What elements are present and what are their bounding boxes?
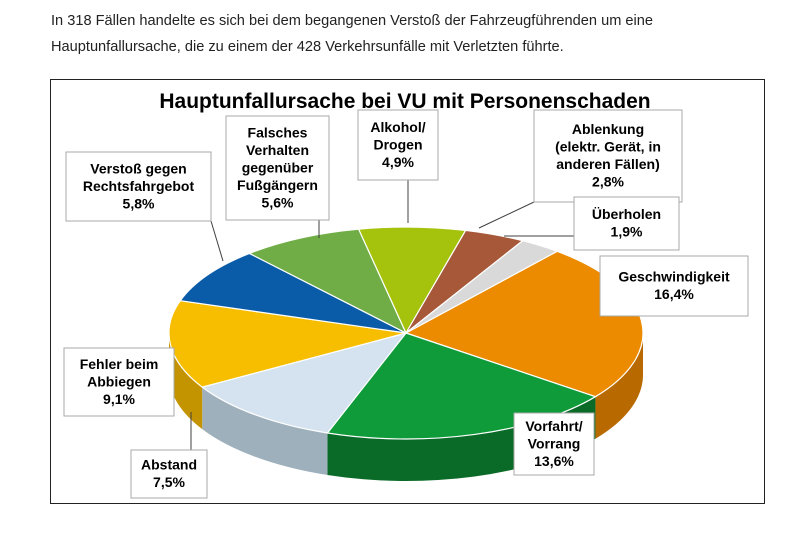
slice-geschwindigkeit <box>404 250 644 398</box>
slice-abstand <box>200 331 408 434</box>
label-box-u-berholen <box>573 196 680 251</box>
category-label-falsches-verhalten-gegenu-ber-fu-ga-ngern: gegenüber <box>242 159 314 175</box>
side-abstand <box>202 387 328 476</box>
value-label-alkohol-drogen: 4,9% <box>382 154 414 170</box>
value-label-fehler-beim-abbiegen: 9,1% <box>103 391 135 407</box>
value-label-ablenkung-elektr-gera-t-in-anderen-fa-llen: 2,8% <box>592 174 624 190</box>
category-label-fehler-beim-abbiegen: Fehler beim <box>80 356 159 372</box>
intro-line-1: In 318 Fällen handelte es sich bei dem b… <box>51 13 653 29</box>
category-label-falsches-verhalten-gegenu-ber-fu-ga-ngern: Falsches <box>248 124 308 140</box>
chart-frame: Hauptunfallursache bei VU mit Personensc… <box>50 79 765 504</box>
slice-alkohol-drogen <box>357 226 467 335</box>
pie-slices <box>168 226 644 440</box>
label-vorfahrt-vorrang: Vorfahrt/Vorrang 13,6% <box>513 412 595 476</box>
intro-line-2: Hauptunfallursache, die zu einem der 428… <box>51 39 564 55</box>
label-u-berholen: Überholen 1,9% <box>504 196 680 251</box>
category-label-u-berholen: Überholen <box>592 206 661 222</box>
label-box-alkohol-drogen <box>357 109 439 181</box>
intro-text: In 318 Fällen handelte es sich bei dem b… <box>51 8 771 60</box>
slice-falsches-verhalten-gegenu-ber-fu-ga-ngern <box>247 228 408 335</box>
label-box-falsches-verhalten-gegenu-ber-fu-ga-ngern <box>225 115 330 221</box>
category-label-alkohol-drogen: Drogen <box>374 136 423 152</box>
category-label-ablenkung-elektr-gera-t-in-anderen-fa-llen: anderen Fällen) <box>556 156 659 172</box>
value-label-falsches-verhalten-gegenu-ber-fu-ga-ngern: 5,6% <box>262 194 294 210</box>
category-label-falsches-verhalten-gegenu-ber-fu-ga-ngern: Verhalten <box>246 142 309 158</box>
label-alkohol-drogen: Alkohol/Drogen 4,9% <box>357 109 439 223</box>
value-label-vorfahrt-vorrang: 13,6% <box>534 453 574 469</box>
slice-fehler-beim-abbiegen <box>168 300 407 388</box>
value-label-u-berholen: 1,9% <box>611 224 643 240</box>
category-label-ablenkung-elektr-gera-t-in-anderen-fa-llen: Ablenkung <box>572 121 644 137</box>
slice-versto-gegen-rechtsfahrgebot <box>179 252 407 334</box>
slice-u-berholen <box>405 240 559 334</box>
label-box-geschwindigkeit <box>599 255 749 317</box>
category-label-fehler-beim-abbiegen: Abbiegen <box>87 373 151 389</box>
category-label-versto-gegen-rechtsfahrgebot: Verstoß gegen <box>90 160 186 176</box>
category-label-alkohol-drogen: Alkohol/ <box>370 119 425 135</box>
label-box-fehler-beim-abbiegen <box>63 347 175 417</box>
category-label-abstand: Abstand <box>141 457 197 473</box>
side-geschwindigkeit <box>595 333 643 439</box>
value-label-versto-gegen-rechtsfahrgebot: 5,8% <box>123 195 155 211</box>
label-box-vorfahrt-vorrang <box>513 412 595 476</box>
category-label-geschwindigkeit: Geschwindigkeit <box>618 269 730 285</box>
label-box-abstand <box>130 449 208 499</box>
side-fehler-beim-abbiegen <box>169 333 203 430</box>
value-label-geschwindigkeit: 16,4% <box>654 286 694 302</box>
label-box-ablenkung-elektr-gera-t-in-anderen-fa-llen <box>533 109 683 203</box>
category-label-ablenkung-elektr-gera-t-in-anderen-fa-llen: (elektr. Gerät, in <box>555 139 661 155</box>
category-label-vorfahrt-vorrang: Vorfahrt/ <box>525 418 582 434</box>
label-box-versto-gegen-rechtsfahrgebot <box>65 151 212 222</box>
value-label-abstand: 7,5% <box>153 474 185 490</box>
chart-title: Hauptunfallursache bei VU mit Personensc… <box>159 90 650 113</box>
slice-vorfahrt-vorrang <box>326 332 597 440</box>
leader-line-ablenkung-elektr-gera-t-in-anderen-fa-llen <box>478 201 535 229</box>
category-label-falsches-verhalten-gegenu-ber-fu-ga-ngern: Fußgängern <box>237 177 318 193</box>
category-label-versto-gegen-rechtsfahrgebot: Rechtsfahrgebot <box>83 178 195 194</box>
leader-line-versto-gegen-rechtsfahrgebot <box>210 220 224 262</box>
category-label-vorfahrt-vorrang: Vorrang <box>528 435 581 451</box>
pie-chart: Hauptunfallursache bei VU mit Personensc… <box>63 90 749 499</box>
